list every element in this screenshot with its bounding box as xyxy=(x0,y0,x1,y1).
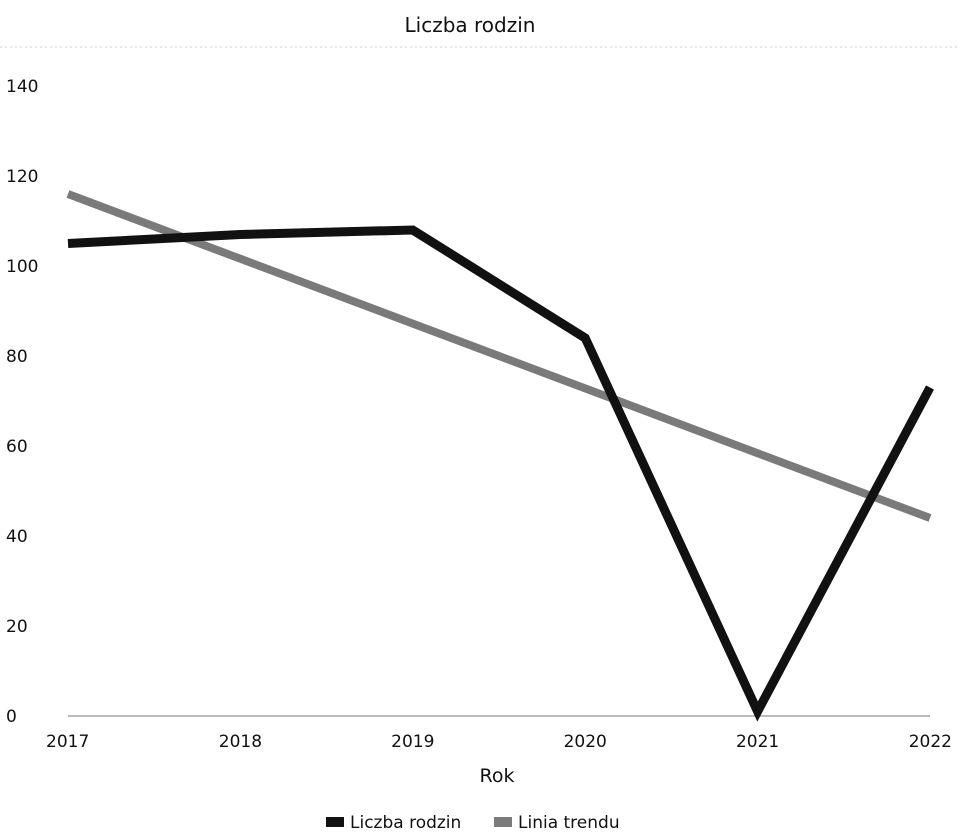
y-tick-label: 140 xyxy=(6,77,38,97)
chart-title: Liczba rodzin xyxy=(405,13,536,37)
x-tick-label: 2017 xyxy=(46,732,89,752)
x-tick-label: 2019 xyxy=(391,732,434,752)
legend-label-linia-trendu: Linia trendu xyxy=(518,813,620,833)
y-tick-label: 20 xyxy=(6,617,28,637)
x-tick-label: 2020 xyxy=(564,732,607,752)
x-tick-label: 2021 xyxy=(736,732,779,752)
legend-swatch-linia-trendu xyxy=(494,817,512,827)
series-line-linia-trendu xyxy=(66,190,932,522)
legend: Liczba rodzin Linia trendu xyxy=(326,813,620,833)
legend-swatch-liczba-rodzin xyxy=(326,817,344,827)
x-axis-title: Rok xyxy=(480,765,515,787)
y-axis-ticks: 0 20 40 60 80 100 120 140 xyxy=(6,77,38,727)
y-tick-label: 100 xyxy=(6,257,38,277)
y-tick-label: 80 xyxy=(6,347,28,367)
series-lines xyxy=(66,190,934,722)
x-tick-label: 2022 xyxy=(909,732,952,752)
y-tick-label: 60 xyxy=(6,437,28,457)
y-tick-label: 120 xyxy=(6,167,38,187)
x-axis-ticks: 2017 2018 2019 2020 2021 2022 xyxy=(46,732,952,752)
x-tick-label: 2018 xyxy=(219,732,262,752)
legend-label-liczba-rodzin: Liczba rodzin xyxy=(350,813,461,833)
y-tick-label: 0 xyxy=(6,707,17,727)
series-line-liczba-rodzin xyxy=(67,225,934,722)
y-tick-label: 40 xyxy=(6,527,28,547)
